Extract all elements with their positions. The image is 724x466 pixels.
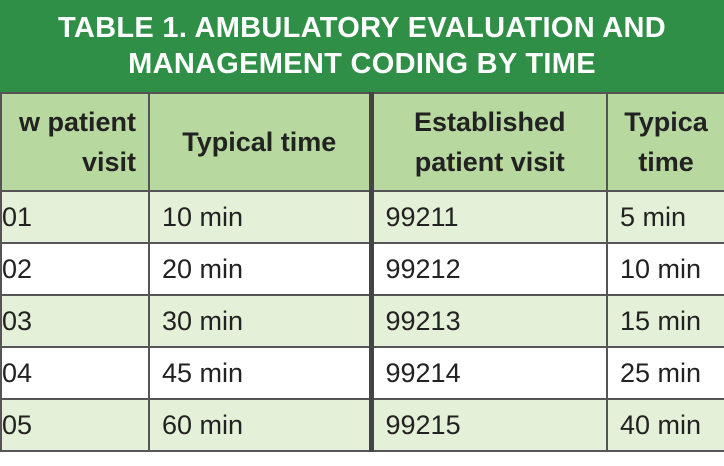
header-line: Typica — [624, 107, 708, 137]
table-cell: 40 min — [606, 398, 724, 452]
table-row: 02 20 min 99212 10 min — [0, 242, 724, 296]
column-header: Typical time — [148, 92, 372, 192]
table-cell: 02 — [0, 242, 150, 296]
table-cell: 05 — [0, 398, 150, 452]
table-row: 05 60 min 99215 40 min — [0, 398, 724, 452]
table-cell: 10 min — [606, 242, 724, 296]
title-line: MANAGEMENT CODING BY TIME — [128, 48, 596, 80]
table-body: 01 10 min 99211 5 min 02 20 min 99212 10 min 03 3… — [0, 190, 724, 452]
header-line: Established — [413, 107, 566, 137]
table-cell: 04 — [0, 346, 150, 400]
column-header: Established patient visit — [368, 92, 608, 192]
table-cell: 99213 — [368, 294, 608, 348]
column-header: Typica time — [606, 92, 724, 192]
table-cell: 45 min — [148, 346, 372, 400]
table-cell: 99211 — [368, 190, 608, 244]
table-cell: 30 min — [148, 294, 372, 348]
header-line: time — [638, 147, 694, 177]
table-cell: 60 min — [148, 398, 372, 452]
table-row: 04 45 min 99214 25 min — [0, 346, 724, 400]
header-line: visit — [81, 147, 136, 177]
table-title: TABLE 1. AMBULATORY EVALUATION AND MANAGE… — [0, 0, 724, 92]
table-cell: 99215 — [368, 398, 608, 452]
title-line: TABLE 1. AMBULATORY EVALUATION AND — [58, 12, 666, 44]
column-header: w patient visit — [0, 92, 150, 192]
header-row: w patient visit Typical time Established pat… — [0, 92, 724, 192]
table-cell: 25 min — [606, 346, 724, 400]
header-line: patient visit — [414, 147, 565, 177]
table-cell: 99214 — [368, 346, 608, 400]
table-cell: 15 min — [606, 294, 724, 348]
table-cell: 10 min — [148, 190, 372, 244]
table-row: 01 10 min 99211 5 min — [0, 190, 724, 244]
table-row: 03 30 min 99213 15 min — [0, 294, 724, 348]
header-line: w patient — [18, 107, 136, 137]
table: w patient visit Typical time Established pat… — [0, 92, 724, 452]
table-cell: 01 — [0, 190, 150, 244]
table-cell: 20 min — [148, 242, 372, 296]
table-cell: 5 min — [606, 190, 724, 244]
table-cell: 99212 — [368, 242, 608, 296]
header-line: Typical time — [182, 127, 337, 157]
table-cell: 03 — [0, 294, 150, 348]
